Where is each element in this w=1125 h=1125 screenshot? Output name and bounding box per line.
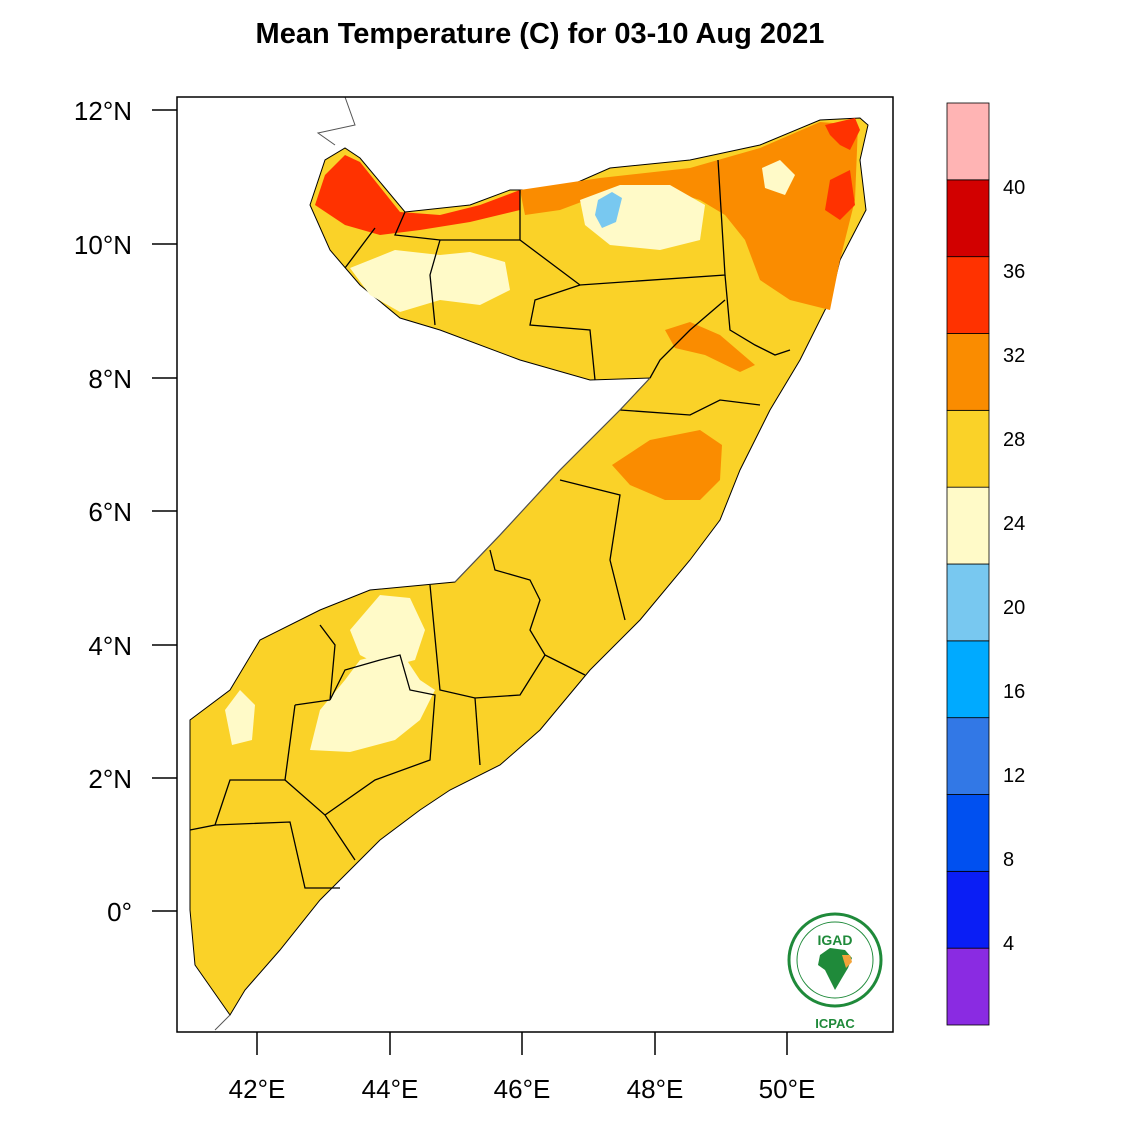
colorbar-segment [946,179,990,258]
cool-spot-northeast [762,160,795,195]
colorbar-label: 36 [1003,261,1025,283]
lat-tick-label: 0° [107,897,132,927]
colorbar-segment [946,409,990,488]
lon-tick-label: 42°E [229,1074,286,1104]
cool-zone-south [310,650,435,752]
cold-pocket-north [595,192,622,228]
lat-tick-label: 6°N [88,497,132,527]
colorbar-segment [946,102,990,181]
lat-axis [152,109,177,912]
colorbar-segment [946,333,990,411]
colorbar-segment [946,486,990,565]
lon-tick-label: 48°E [627,1074,684,1104]
lon-axis [256,1032,788,1055]
colorbar-segment [946,640,990,719]
colorbar-label: 20 [1003,597,1025,619]
colorbar-label: 16 [1003,681,1025,703]
warm-zone-central [612,430,722,500]
hot-zone-east [825,170,855,220]
lon-tick-label: 50°E [759,1074,816,1104]
hot-zone-northeast [825,118,860,150]
hot-zone-northwest [315,155,520,235]
map-plot-area [189,97,869,1031]
lon-tick-label: 44°E [362,1074,419,1104]
colorbar-segment [946,794,990,872]
colorbar-label: 4 [1003,933,1014,955]
admin-boundaries [189,159,791,889]
lat-tick-label: 2°N [88,764,132,794]
map-title: Mean Temperature (C) for 03-10 Aug 2021 [255,18,825,50]
logo-top-text: IGAD [818,932,853,948]
logo-bottom-text: ICPAC [815,1016,855,1031]
colorbar-label: 12 [1003,765,1025,787]
colorbar-segment [946,870,990,949]
colorbar-segment [946,947,990,1026]
cool-spot-west [225,690,255,745]
lat-tick-label: 8°N [88,364,132,394]
colorbar [946,102,990,1026]
lat-tick-label: 12°N [74,96,132,126]
neighbor-borders [214,97,651,1031]
lat-tick-label: 10°N [74,230,132,260]
lon-tick-label: 46°E [494,1074,551,1104]
lat-tick-label: 4°N [88,631,132,661]
colorbar-label: 28 [1003,429,1025,451]
colorbar-label: 8 [1003,849,1014,871]
igad-icpac-logo: IGAD ICPAC [787,912,883,1031]
colorbar-labels: 4 8 12 16 20 24 28 32 36 40 [1003,177,1025,955]
colorbar-label: 32 [1003,345,1025,367]
cool-zone-southwest [350,595,425,668]
colorbar-label: 24 [1003,513,1025,535]
colorbar-segment [946,717,990,795]
plot-frame [176,96,894,1033]
colorbar-label: 40 [1003,177,1025,199]
warm-zone-northeast-inland [665,322,755,372]
colorbar-segment [946,563,990,642]
colorbar-segment [946,256,990,334]
horn-highlight-icon [842,955,852,968]
